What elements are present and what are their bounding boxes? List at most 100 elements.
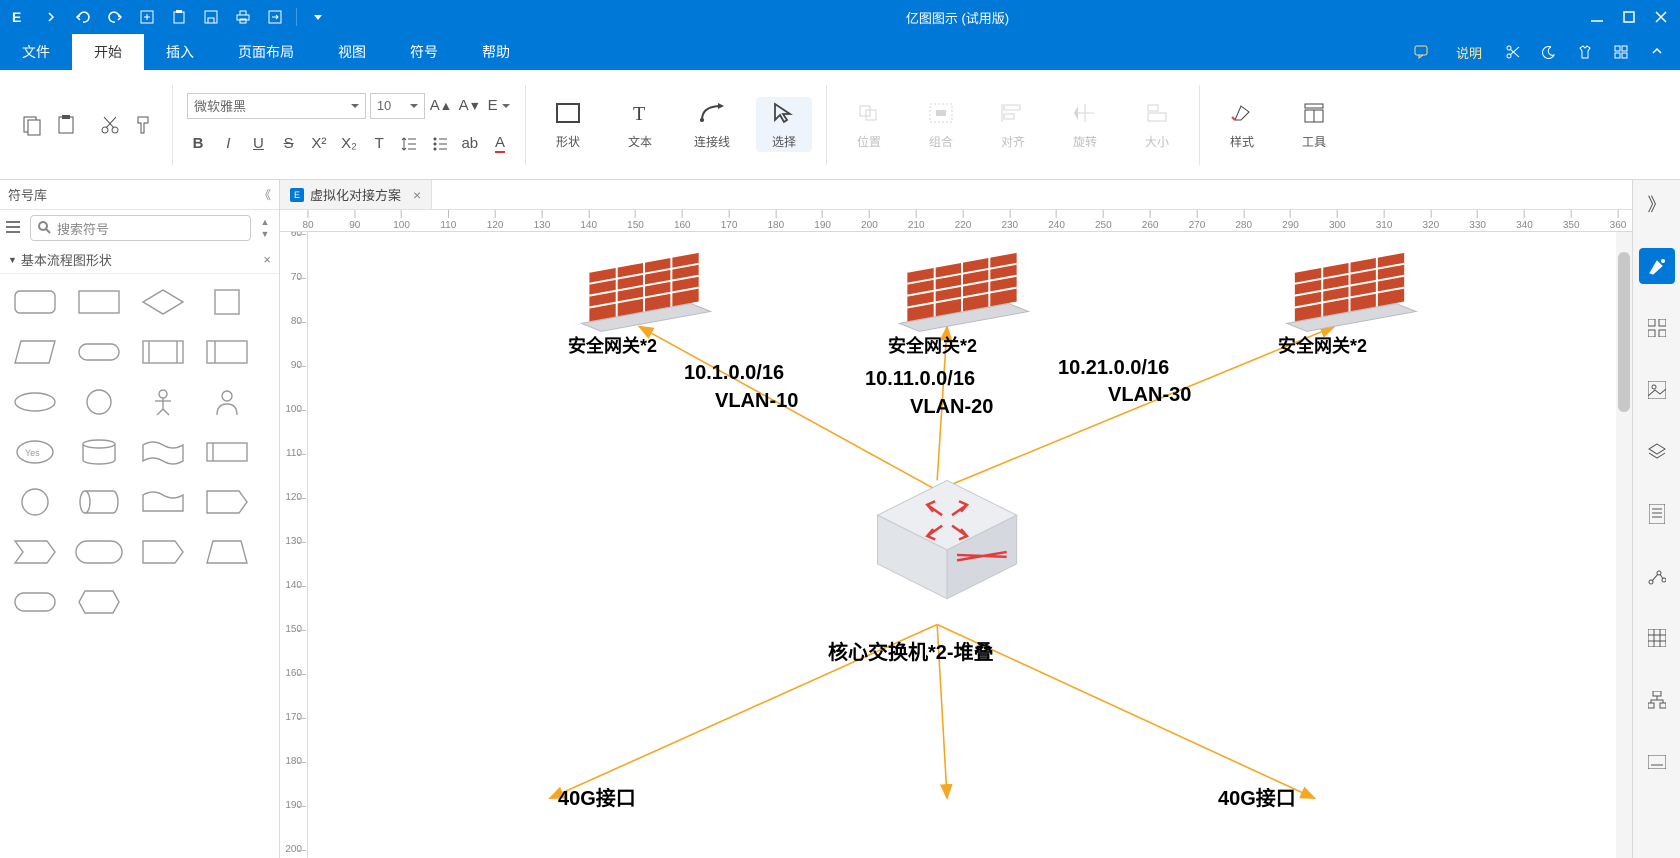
structure-panel-icon[interactable] bbox=[1639, 682, 1675, 718]
library-search-input[interactable]: 搜索符号 bbox=[30, 215, 251, 241]
library-section-title[interactable]: 基本流程图形状 bbox=[21, 250, 112, 269]
dropdown-icon[interactable] bbox=[307, 6, 329, 28]
undo-icon[interactable] bbox=[72, 6, 94, 28]
page-panel-icon[interactable] bbox=[1639, 496, 1675, 532]
redo-icon[interactable] bbox=[104, 6, 126, 28]
strikethrough-icon[interactable]: S bbox=[278, 131, 300, 157]
shape-pill[interactable] bbox=[70, 330, 128, 374]
shape-yes-ellipse[interactable]: Yes bbox=[6, 430, 64, 474]
drawing-canvas[interactable]: 安全网关*2 10.1.0.0/16 VLAN-10 安全网关*2 10.11.0.0/… bbox=[308, 232, 1616, 858]
library-menu-icon[interactable] bbox=[6, 219, 24, 238]
new-icon[interactable] bbox=[136, 6, 158, 28]
layers-panel-icon[interactable] bbox=[1639, 434, 1675, 470]
shape-parallelogram[interactable] bbox=[6, 330, 64, 374]
cut-icon[interactable] bbox=[96, 112, 124, 138]
speech-label[interactable]: 说明 bbox=[1450, 39, 1488, 66]
vertical-scrollbar[interactable] bbox=[1616, 232, 1632, 858]
font-shrink-icon[interactable]: A▼ bbox=[457, 93, 482, 119]
diagram-label[interactable]: 安全网关*2 bbox=[888, 332, 977, 358]
save-icon[interactable] bbox=[200, 6, 222, 28]
scrollbar-thumb[interactable] bbox=[1618, 252, 1630, 412]
shape-cylinder-h[interactable] bbox=[70, 480, 128, 524]
menu-collapse-icon[interactable] bbox=[1646, 41, 1668, 63]
shape-tablet[interactable] bbox=[198, 430, 256, 474]
chevron-right-icon[interactable] bbox=[40, 6, 62, 28]
shape-hex[interactable] bbox=[70, 580, 128, 624]
italic-icon[interactable]: I bbox=[217, 131, 239, 157]
shape-user[interactable] bbox=[198, 380, 256, 424]
paste-icon[interactable] bbox=[52, 112, 80, 138]
logo-icon[interactable]: E bbox=[8, 6, 30, 28]
image-panel-icon[interactable] bbox=[1639, 372, 1675, 408]
tshirt-icon[interactable] bbox=[1574, 41, 1596, 63]
maximize-icon[interactable] bbox=[1618, 6, 1640, 28]
font-grow-icon[interactable]: A▲ bbox=[429, 93, 454, 119]
superscript-icon[interactable]: X² bbox=[308, 131, 330, 157]
shape-pentagon[interactable] bbox=[198, 480, 256, 524]
close-icon[interactable] bbox=[1650, 6, 1672, 28]
library-collapse-icon[interactable]: 《 bbox=[259, 186, 271, 203]
connector-tool[interactable]: 连接线 bbox=[684, 97, 740, 152]
speech-icon[interactable] bbox=[1408, 40, 1436, 64]
collapse-right-icon[interactable]: 》 bbox=[1639, 186, 1675, 222]
moon-icon[interactable] bbox=[1538, 41, 1560, 63]
text-tool[interactable]: T 文本 bbox=[612, 97, 668, 152]
shape-rounded2[interactable] bbox=[6, 580, 64, 624]
shape-trapezoid[interactable] bbox=[198, 530, 256, 574]
menu-view[interactable]: 视图 bbox=[316, 34, 388, 70]
copy-icon[interactable] bbox=[18, 112, 46, 138]
menu-file[interactable]: 文件 bbox=[0, 34, 72, 70]
menu-help[interactable]: 帮助 bbox=[460, 34, 532, 70]
shape-circle[interactable] bbox=[70, 380, 128, 424]
subscript-icon[interactable]: X₂ bbox=[338, 131, 360, 157]
scissors-icon[interactable] bbox=[1502, 41, 1524, 63]
paste-titlebar-icon[interactable] bbox=[168, 6, 190, 28]
font-size-selector[interactable]: 10 bbox=[370, 93, 425, 119]
format-brush-icon[interactable] bbox=[130, 112, 158, 138]
diagram-label[interactable]: 核心交换机*2-堆叠 bbox=[828, 636, 994, 665]
lib-section-close-icon[interactable]: × bbox=[263, 252, 271, 267]
diagram-label[interactable]: 10.11.0.0/16 bbox=[865, 368, 975, 391]
shape-doublebar[interactable] bbox=[134, 330, 192, 374]
shape-tool[interactable]: 形状 bbox=[540, 97, 596, 152]
shape-rect[interactable] bbox=[70, 280, 128, 324]
diagram-label[interactable]: VLAN-10 bbox=[715, 390, 798, 413]
chart-panel-icon[interactable] bbox=[1639, 558, 1675, 594]
diagram-label[interactable]: 10.1.0.0/16 bbox=[684, 362, 784, 385]
bold-icon[interactable]: B bbox=[187, 131, 209, 157]
text-direction-icon[interactable]: ab bbox=[459, 131, 481, 157]
menu-symbols[interactable]: 符号 bbox=[388, 34, 460, 70]
menu-home[interactable]: 开始 bbox=[72, 34, 144, 70]
diagram-label[interactable]: 安全网关*2 bbox=[568, 332, 657, 358]
shape-wave[interactable] bbox=[134, 430, 192, 474]
shape-square[interactable] bbox=[198, 280, 256, 324]
style-tool[interactable]: 样式 bbox=[1214, 97, 1270, 152]
underline-icon[interactable]: U bbox=[247, 131, 269, 157]
shape-stadium[interactable] bbox=[70, 530, 128, 574]
shape-cylinder[interactable] bbox=[70, 430, 128, 474]
font-family-selector[interactable]: 微软雅黑 bbox=[187, 93, 366, 119]
lib-nav-up-icon[interactable]: ▲ bbox=[257, 216, 273, 228]
diagram-label[interactable]: 40G接口 bbox=[558, 782, 636, 811]
shape-big-circle[interactable] bbox=[6, 480, 64, 524]
paint-tool-icon[interactable] bbox=[1639, 248, 1675, 284]
shape-tag[interactable] bbox=[134, 530, 192, 574]
clear-format-icon[interactable]: E bbox=[486, 93, 511, 119]
diagram-label[interactable]: 安全网关*2 bbox=[1278, 332, 1367, 358]
lib-nav-down-icon[interactable]: ▼ bbox=[257, 228, 273, 240]
menu-insert[interactable]: 插入 bbox=[144, 34, 216, 70]
shape-diamond[interactable] bbox=[134, 280, 192, 324]
shape-card[interactable] bbox=[198, 330, 256, 374]
grid-panel-icon[interactable] bbox=[1639, 310, 1675, 346]
print-icon[interactable] bbox=[232, 6, 254, 28]
shape-actor[interactable] bbox=[134, 380, 192, 424]
footer-panel-icon[interactable] bbox=[1639, 744, 1675, 780]
tools-tool[interactable]: 工具 bbox=[1286, 97, 1342, 152]
grid-icon[interactable] bbox=[1610, 41, 1632, 63]
text-case-icon[interactable]: T bbox=[368, 131, 390, 157]
diagram-label[interactable]: VLAN-20 bbox=[910, 396, 993, 419]
shape-rounded-rect[interactable] bbox=[6, 280, 64, 324]
font-color-icon[interactable]: A bbox=[489, 131, 511, 157]
minimize-icon[interactable] bbox=[1586, 6, 1608, 28]
shape-tape[interactable] bbox=[134, 480, 192, 524]
